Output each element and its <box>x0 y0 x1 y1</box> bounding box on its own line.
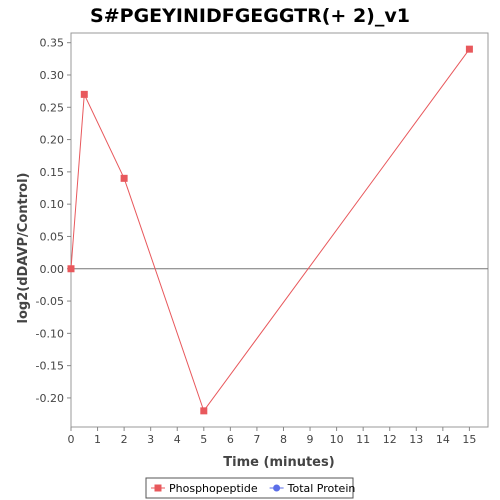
series-line <box>70 48 470 412</box>
y-tick-label: 0.00 <box>40 263 65 276</box>
x-tick-label: 3 <box>147 433 154 446</box>
y-tick-label: 0.05 <box>40 230 65 243</box>
x-tick-label: 8 <box>280 433 287 446</box>
data-point <box>465 45 473 53</box>
data-point <box>200 407 208 415</box>
x-tick-label: 0 <box>68 433 75 446</box>
x-tick-label: 2 <box>121 433 128 446</box>
legend-marker <box>154 484 162 492</box>
data-point <box>80 90 88 98</box>
plot-area <box>70 32 489 428</box>
x-tick-label: 6 <box>227 433 234 446</box>
y-tick-label: 0.25 <box>40 101 65 114</box>
y-axis: -0.20 -0.15 -0.10 -0.05 0.00 0.05 0.10 0.15 0.20… <box>36 37 71 405</box>
legend-box <box>145 477 354 499</box>
y-tick-label: 0.35 <box>40 37 65 50</box>
data-point <box>67 265 75 273</box>
x-tick-label: 1 <box>94 433 101 446</box>
legend-label: Total Protein <box>287 482 356 495</box>
x-tick-label: 10 <box>330 433 344 446</box>
x-tick-label: 14 <box>436 433 450 446</box>
x-tick-label: 13 <box>409 433 423 446</box>
x-tick-label: 11 <box>356 433 370 446</box>
y-axis-title: log2(dDAVP/Control) <box>16 173 31 324</box>
legend-marker <box>273 484 281 492</box>
x-tick-label: 15 <box>462 433 476 446</box>
x-axis-title: Time (minutes) <box>223 455 334 470</box>
x-tick-label: 7 <box>253 433 260 446</box>
y-tick-label: 0.10 <box>40 198 65 211</box>
x-axis: 0 1 2 3 4 5 6 7 8 9 10 11 12 13 14 15 <box>68 427 476 446</box>
x-tick-label: 9 <box>307 433 314 446</box>
x-tick-label: 4 <box>174 433 181 446</box>
series-layer <box>67 45 473 415</box>
x-tick-label: 12 <box>383 433 397 446</box>
legend-label: Phosphopeptide <box>169 482 258 495</box>
y-tick-label: -0.20 <box>36 392 64 405</box>
chart-title: S#PGEYINIDFGEGGTR(+ 2)_v1 <box>90 5 410 27</box>
y-tick-label: 0.15 <box>40 166 65 179</box>
data-point <box>120 174 128 182</box>
x-tick-label: 5 <box>200 433 207 446</box>
y-tick-label: -0.05 <box>36 295 64 308</box>
legend: Phosphopeptide Total Protein <box>145 477 356 499</box>
y-tick-label: -0.15 <box>36 360 64 373</box>
y-tick-label: 0.30 <box>40 69 65 82</box>
y-tick-label: -0.10 <box>36 327 64 340</box>
y-tick-label: 0.20 <box>40 134 65 147</box>
